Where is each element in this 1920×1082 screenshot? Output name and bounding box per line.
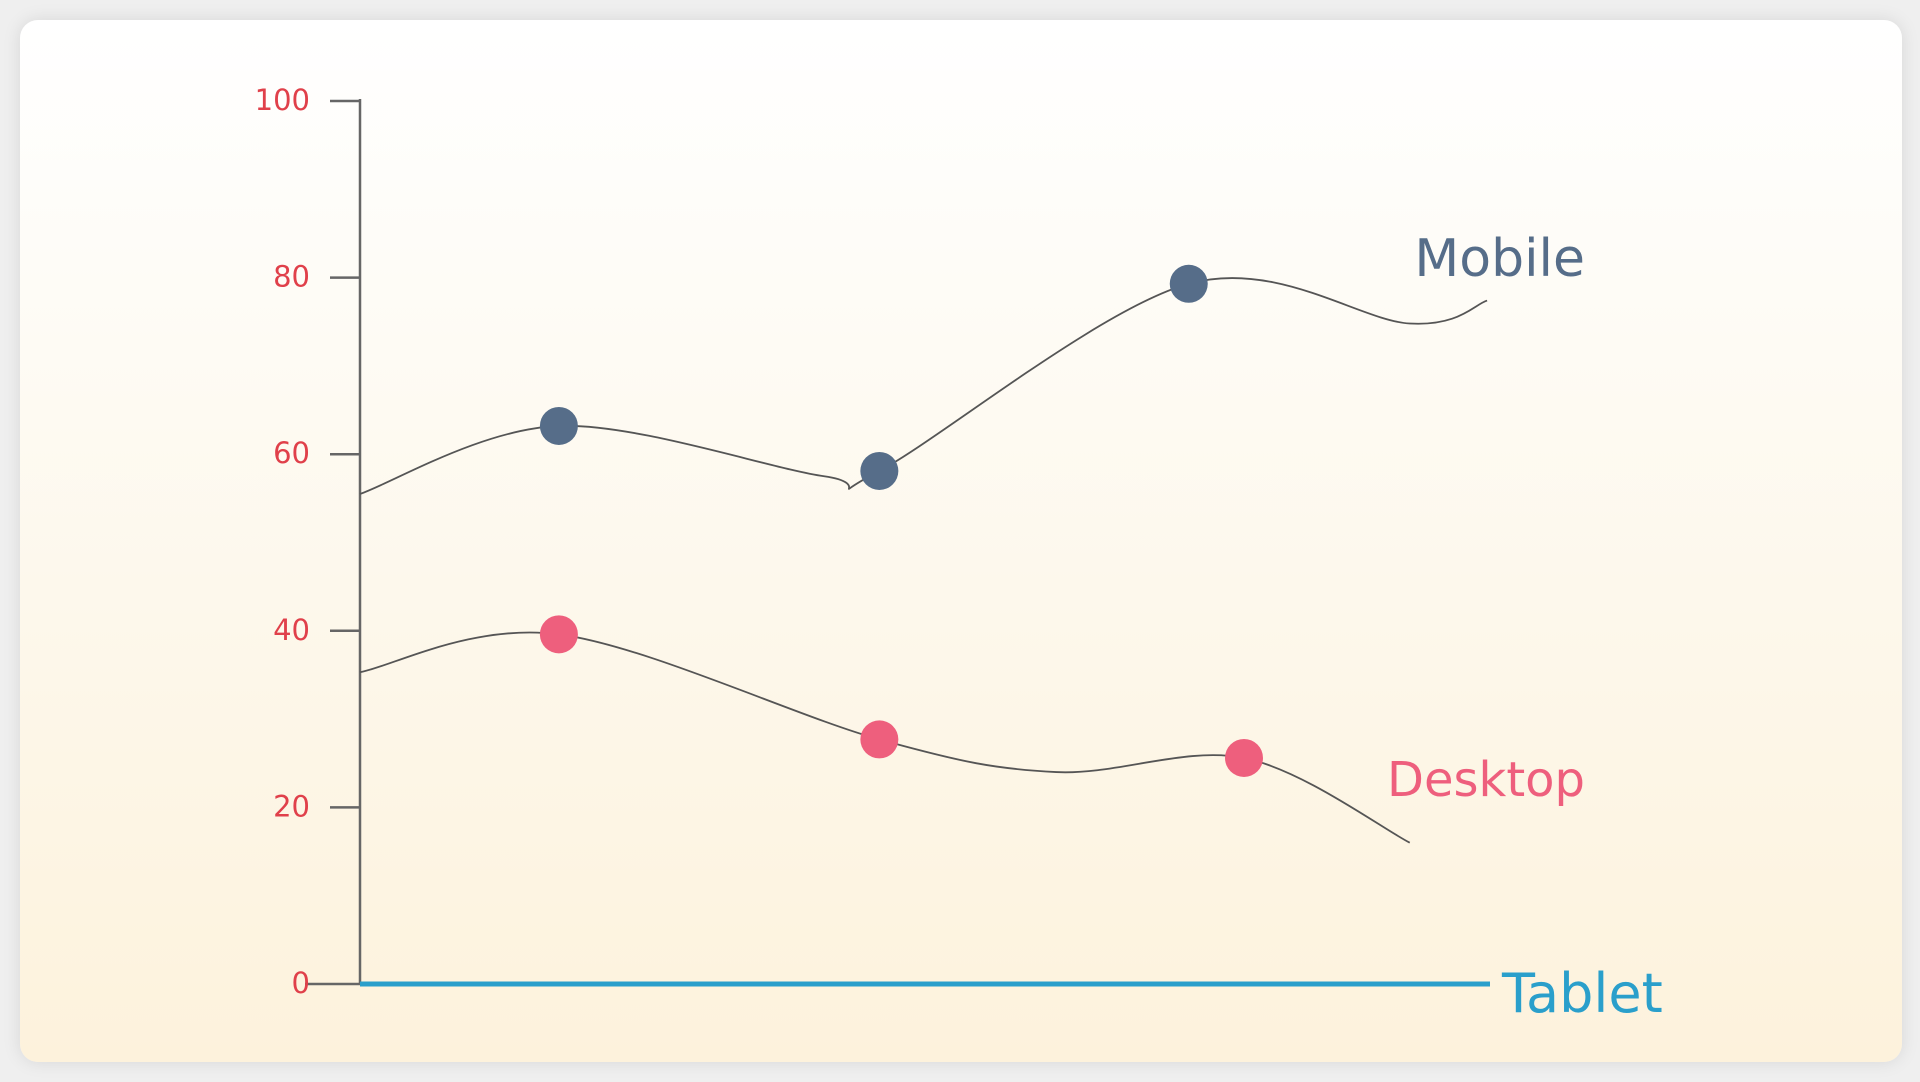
mobile-series-line [359,277,1488,495]
y-tick-label: 20 [273,789,310,823]
mobile-data-point[interactable] [539,406,578,445]
desktop-data-point[interactable] [1225,738,1263,777]
y-tick-label: 0 [292,966,310,1000]
line-chart: 0 20 40 60 80 100 Mobile Desktop Tablet [255,83,1663,1025]
y-tick-label: 60 [273,436,310,470]
mobile-data-point[interactable] [1169,264,1208,303]
chart-card: 0 20 40 60 80 100 Mobile Desktop Tablet [20,20,1902,1062]
tablet-series-label: Tablet [1501,962,1663,1025]
y-tick-label: 80 [273,260,310,294]
desktop-data-point[interactable] [539,615,578,654]
mobile-data-point[interactable] [860,451,899,490]
y-tick-label: 100 [255,83,310,117]
y-tick-label: 40 [273,613,310,647]
mobile-series-label: Mobile [1414,229,1585,289]
desktop-series-label: Desktop [1387,752,1585,808]
desktop-data-point[interactable] [860,720,899,759]
